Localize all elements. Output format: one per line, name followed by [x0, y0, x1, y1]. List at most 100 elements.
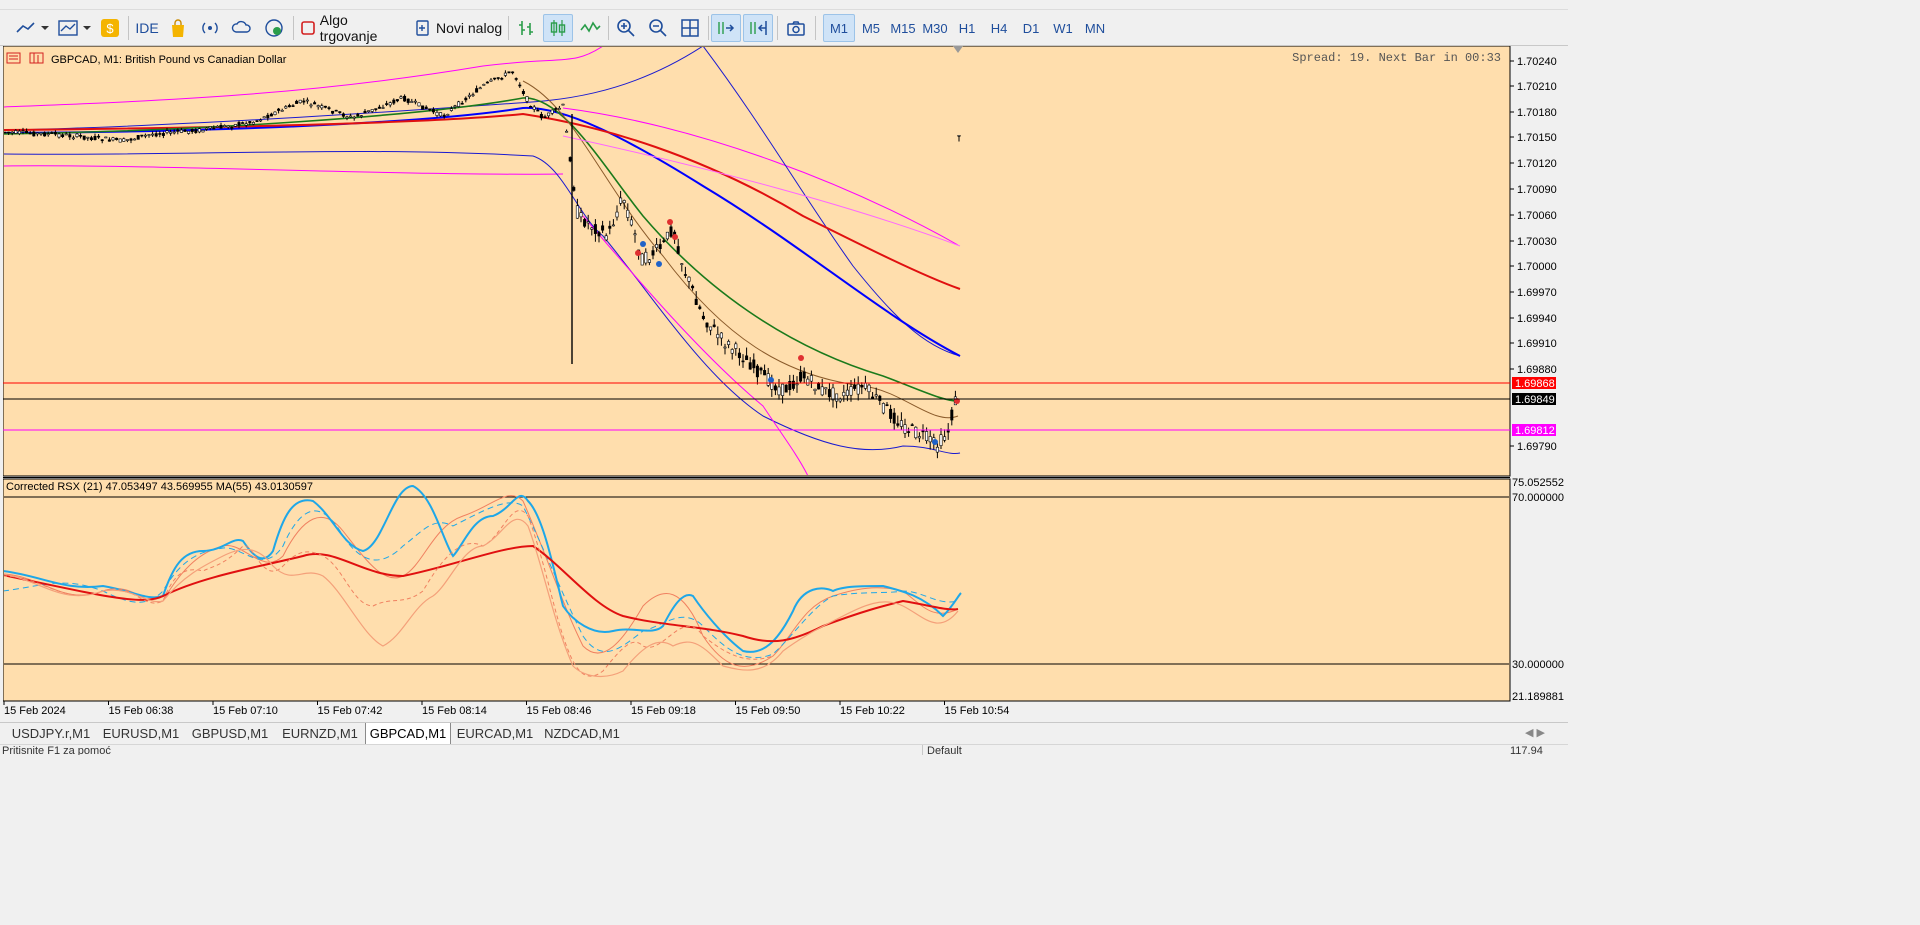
chart-shift-button[interactable]	[743, 14, 773, 42]
profile-name: Default	[922, 745, 962, 755]
camera-icon	[787, 21, 805, 36]
price-marker-label: 1.69849	[1515, 394, 1555, 406]
timeframe-m15[interactable]: M15	[887, 14, 919, 42]
envelope-long-line	[562, 107, 959, 246]
line-chart-icon	[16, 22, 49, 33]
line-studies-button[interactable]	[12, 14, 52, 42]
chart-tab[interactable]: EURNZD,M1	[275, 723, 365, 745]
chart-tab[interactable]: EURCAD,M1	[451, 723, 539, 745]
chart-window[interactable]: GBPCAD, M1: British Pound vs Canadian Do…	[3, 46, 1568, 720]
buy-signal	[640, 241, 646, 247]
indicator-tick-label: 21.189881	[1512, 691, 1564, 703]
timeframe-m5[interactable]: M5	[855, 14, 887, 42]
timeframe-label: M1	[829, 20, 849, 36]
stop-icon	[301, 21, 315, 35]
timeframe-mn[interactable]: MN	[1079, 14, 1111, 42]
timeframe-h4[interactable]: H4	[983, 14, 1015, 42]
sell-signal	[798, 355, 804, 361]
tab-scroll-arrows-icon[interactable]: ◀ ▶	[1525, 727, 1545, 739]
broadcast-icon	[202, 22, 218, 34]
price-tick-label: 1.70030	[1517, 236, 1557, 248]
market-button[interactable]: $	[97, 14, 123, 42]
indicators-icon	[58, 20, 91, 36]
timeframe-m1[interactable]: M1	[823, 14, 855, 42]
timeframe-label: M5	[861, 20, 881, 36]
new-order-icon	[416, 20, 429, 36]
auto-scroll-button[interactable]	[711, 14, 741, 42]
screenshot-button[interactable]	[782, 14, 810, 42]
timeframe-label: H4	[990, 20, 1008, 36]
chart-tabs: USDJPY.r,M1 EURUSD,M1 GBPUSD,M1 EURNZD,M1 GB…	[0, 722, 1568, 745]
timeframe-d1[interactable]: D1	[1015, 14, 1047, 42]
time-tick-label: 15 Feb 08:46	[527, 705, 592, 717]
auto-scroll-icon	[718, 22, 735, 34]
price-tick-label: 1.70060	[1517, 210, 1557, 222]
dollar-icon: $	[101, 19, 119, 37]
candlestick-chart-button[interactable]	[543, 14, 573, 42]
one-click-trading-icon[interactable]	[6, 52, 21, 64]
price-tick-label: 1.70210	[1517, 81, 1557, 93]
ma-blue-line	[4, 106, 961, 357]
chart-tab-label: GBPCAD,M1	[369, 726, 447, 741]
price-tick-label: 1.70090	[1517, 184, 1557, 196]
svg-text:$: $	[106, 21, 114, 36]
chart-tab[interactable]: GBPUSD,M1	[185, 723, 275, 745]
time-axis[interactable]: 15 Feb 2024 15 Feb 06:38 15 Feb 07:10 15 Fe…	[3, 701, 1010, 717]
new-order-button[interactable]: Novi nalog	[414, 14, 504, 42]
time-tick-label: 15 Feb 06:38	[109, 705, 174, 717]
timeframe-w1[interactable]: W1	[1047, 14, 1079, 42]
time-tick-label: 15 Feb 08:14	[422, 705, 487, 717]
chart-tab-label: EURUSD,M1	[102, 726, 180, 741]
price-tick-label: 1.70000	[1517, 261, 1557, 273]
depth-of-market-icon[interactable]	[29, 52, 44, 64]
chart-tab[interactable]: GBPCAD,M1	[365, 723, 451, 745]
signals-button[interactable]	[196, 14, 224, 42]
price-axis[interactable]: 1.70240 1.70210 1.70180 1.70150 1.70120 1.700…	[1510, 56, 1557, 453]
indicator-pane[interactable]	[3, 478, 1511, 702]
chart-tab[interactable]: EURUSD,M1	[97, 723, 185, 745]
rsx-slow-line	[4, 510, 774, 677]
ide-button[interactable]: IDE	[133, 14, 161, 42]
chart-tab-label: GBPUSD,M1	[191, 726, 269, 741]
community-button[interactable]	[260, 14, 288, 42]
vps-button[interactable]	[228, 14, 256, 42]
bollinger-lower-line	[4, 150, 961, 455]
chart-canvas[interactable]: GBPCAD, M1: British Pound vs Canadian Do…	[3, 46, 1568, 720]
algo-trading-button[interactable]: Algo trgovanje	[300, 12, 408, 44]
indicators-button[interactable]	[54, 14, 94, 42]
timeframe-m30[interactable]: M30	[919, 14, 951, 42]
chart-header: GBPCAD, M1: British Pound vs Canadian Do…	[6, 46, 1501, 66]
price-tick-label: 1.69970	[1517, 287, 1557, 299]
time-tick-label: 15 Feb 10:54	[945, 705, 1010, 717]
sell-signal	[635, 250, 641, 256]
line-chart-type-icon	[580, 21, 601, 33]
price-marker-badge	[1512, 377, 1556, 389]
bar-chart-button[interactable]	[512, 14, 540, 42]
sell-signal	[672, 234, 678, 240]
price-pane[interactable]	[3, 46, 1511, 477]
price-marker-badge	[1512, 393, 1556, 405]
time-tick-label: 15 Feb 07:42	[318, 705, 383, 717]
zoom-out-button[interactable]	[644, 14, 672, 42]
indicator-axis[interactable]: 75.052552 70.000000 30.000000 21.189881	[1512, 477, 1564, 703]
line-chart-button[interactable]	[576, 14, 604, 42]
chart-tab[interactable]: NZDCAD,M1	[539, 723, 625, 745]
globe-icon	[265, 19, 283, 37]
shift-marker-icon[interactable]	[953, 46, 963, 53]
time-tick-label: 15 Feb 09:18	[631, 705, 696, 717]
buy-signal	[768, 377, 774, 383]
price-tick-label: 1.70120	[1517, 158, 1557, 170]
zoom-in-icon	[617, 19, 635, 37]
timeframe-label: D1	[1022, 20, 1040, 36]
zoom-in-button[interactable]	[612, 14, 640, 42]
chart-tab[interactable]: USDJPY.r,M1	[5, 723, 97, 745]
main-toolbar: $ IDE Algo trgovanje Novi nalog	[0, 10, 1568, 46]
shop-button[interactable]	[164, 14, 192, 42]
price-tick-label: 1.69910	[1517, 338, 1557, 350]
timeframe-h1[interactable]: H1	[951, 14, 983, 42]
rsx-line	[4, 484, 962, 653]
timeframe-label: H1	[958, 20, 976, 36]
tile-windows-button[interactable]	[676, 14, 704, 42]
buy-signal	[932, 439, 938, 445]
status-bar: Pritisnite F1 za pomoć Default 117.94	[0, 744, 1568, 755]
